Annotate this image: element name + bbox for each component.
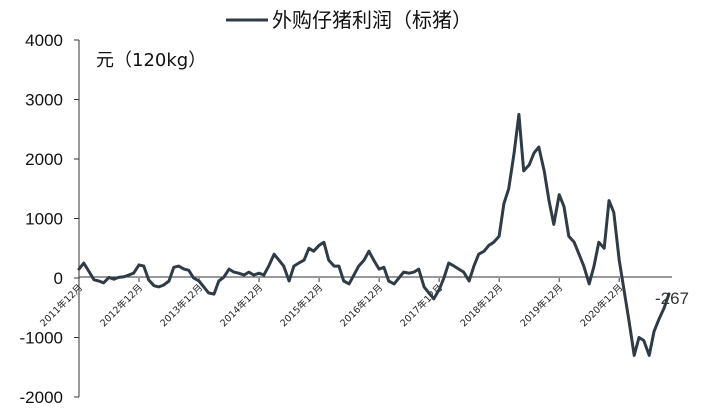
x-axis-ticks: 2011年12月 2012年12月 2013年12月 2014年12月 2015年12月… <box>38 278 626 330</box>
y-tick-label: 2000 <box>25 150 63 169</box>
x-tick-label: 2015年12月 <box>278 282 326 330</box>
series-line-piglet-profit <box>77 112 671 357</box>
y-tick-label: -1000 <box>20 329 63 348</box>
x-tick-label: 2011年12月 <box>38 282 86 330</box>
x-tick-label: 2016年12月 <box>338 282 386 330</box>
y-axis-unit-label: 元（120kg） <box>96 50 206 71</box>
x-tick-label: 2012年12月 <box>98 282 146 330</box>
chart-legend: 外购仔猪利润（标猪） <box>226 8 472 32</box>
y-tick-label: 3000 <box>25 91 63 110</box>
y-axis-ticks: -2000 -1000 0 1000 2000 3000 4000 <box>20 31 79 407</box>
chart-title: 外购仔猪利润（标猪） <box>272 8 472 32</box>
x-tick-label: 2018年12月 <box>458 282 506 330</box>
y-tick-label: 4000 <box>25 31 63 50</box>
y-tick-label: 0 <box>54 269 63 288</box>
y-tick-label: -2000 <box>20 388 63 407</box>
x-tick-label: 2014年12月 <box>218 282 266 330</box>
y-tick-label: 1000 <box>25 210 63 229</box>
x-tick-label: 2020年12月 <box>578 282 626 330</box>
x-tick-label: 2013年12月 <box>158 282 206 330</box>
last-value-annotation: -267 <box>655 289 689 308</box>
x-tick-label: 2019年12月 <box>518 282 566 330</box>
